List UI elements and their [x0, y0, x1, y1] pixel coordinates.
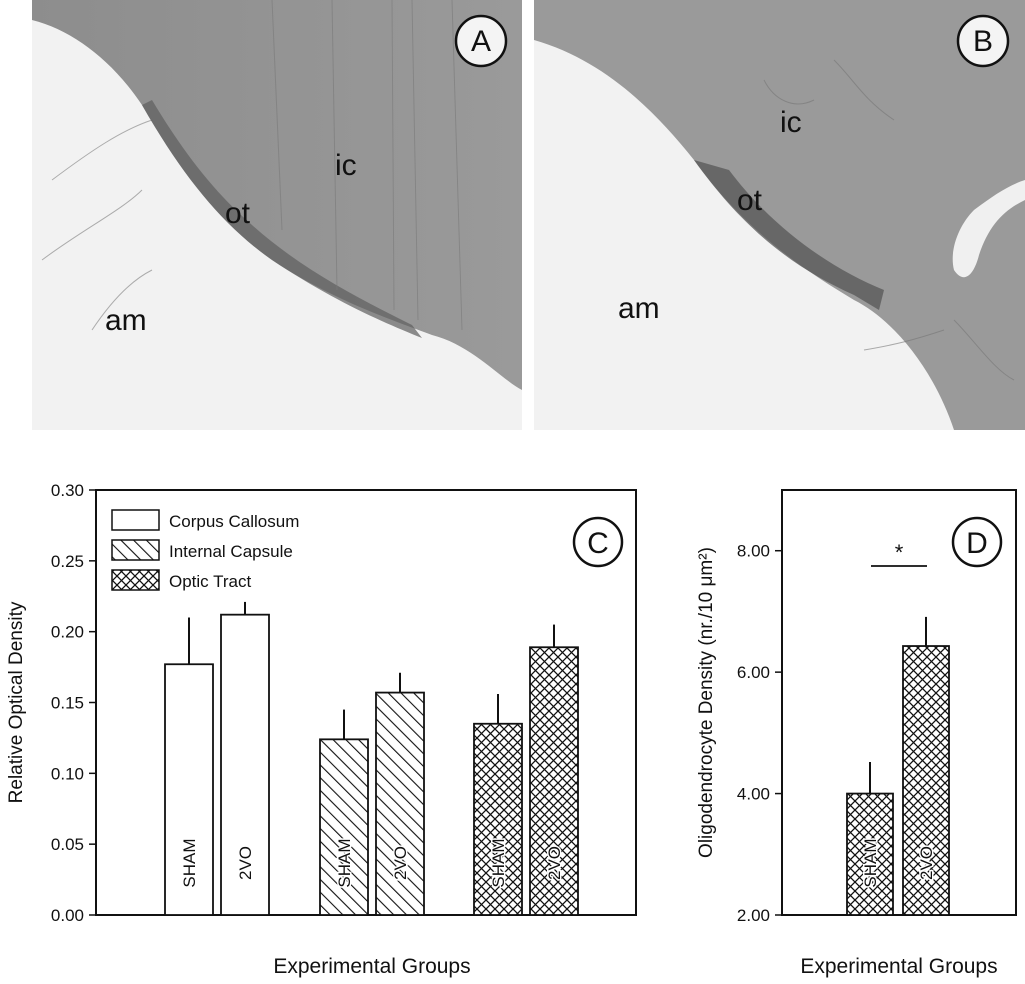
- chart-c-bar: [164, 663, 214, 916]
- panel-b-badge-circle: [956, 14, 1010, 68]
- micrograph-panel-b: B ic ot am: [534, 0, 1025, 430]
- chart-c-ytick-label: 0.25: [51, 552, 84, 571]
- chart-c-legend-swatch: [111, 539, 160, 561]
- chart-c-legend-swatch: [111, 509, 160, 531]
- chart-c-bar: [529, 646, 579, 916]
- chart-c-badge: [572, 516, 624, 568]
- chart-c-bar: [473, 722, 523, 916]
- chart-d: 2.00 4.00 6.00 8.00 Oligodendrocyte Density …: [696, 489, 1017, 978]
- label-ot-b: ot: [737, 184, 763, 217]
- chart-c-ytick-label: 0.15: [51, 694, 84, 713]
- panel-a-letter: A: [471, 25, 491, 58]
- chart-c-badge-letter: C: [587, 527, 609, 560]
- chart-c-bar-label: 2VO: [545, 846, 564, 880]
- chart-c-bar: [375, 691, 425, 916]
- chart-c-ytick-label: 0.05: [51, 835, 84, 854]
- chart-c-bar: [319, 738, 369, 916]
- chart-d-ylabel: Oligodendrocyte Density (nr./10 μm²): [696, 547, 717, 858]
- chart-c-ytick-label: 0.20: [51, 623, 84, 642]
- chart-d-bar: [846, 792, 894, 916]
- chart-c-bar-label: SHAM: [335, 838, 354, 887]
- chart-d-significance-marker: *: [895, 540, 904, 565]
- chart-c-bar-label: 2VO: [391, 846, 410, 880]
- chart-d-xlabel: Experimental Groups: [800, 955, 997, 978]
- micrograph-panel-a: A ic ot am: [32, 0, 522, 430]
- chart-c-xlabel: Experimental Groups: [273, 955, 470, 978]
- label-am-b: am: [618, 292, 660, 325]
- label-ot-a: ot: [225, 197, 251, 230]
- chart-c-legend-label: Internal Capsule: [169, 542, 293, 561]
- chart-c-bar-label: SHAM: [180, 838, 199, 887]
- chart-d-frame: [781, 489, 1017, 916]
- chart-c-legend-swatch: [111, 569, 160, 591]
- chart-d-bar-label: 2VO: [917, 846, 936, 880]
- chart-c-bar-label: 2VO: [236, 846, 255, 880]
- chart-d-badge-letter: D: [966, 527, 988, 560]
- chart-c-bar-label: SHAM: [489, 838, 508, 887]
- label-ic-a: ic: [335, 149, 357, 182]
- chart-c-ylabel: Relative Optical Density: [6, 601, 27, 803]
- chart-d-badge: [951, 516, 1003, 568]
- chart-d-bar-label: SHAM: [861, 838, 880, 887]
- chart-c-ytick-label: 0.30: [51, 481, 84, 500]
- chart-c-bar: [220, 613, 270, 916]
- chart-d-ytick-label: 4.00: [737, 785, 770, 804]
- chart-c-ytick-label: 0.10: [51, 764, 84, 783]
- label-ic-b: ic: [780, 106, 802, 139]
- chart-c-ytick-label: 0.00: [51, 906, 84, 925]
- chart-c: 0.00 0.05 0.10 0.15 0.20 0.25 0.30 Relative Opt…: [6, 481, 637, 978]
- chart-c-legend-label: Corpus Callosum: [169, 512, 299, 531]
- panel-b-letter: B: [973, 25, 993, 58]
- chart-d-ytick-label: 2.00: [737, 906, 770, 925]
- chart-d-ytick-label: 8.00: [737, 542, 770, 561]
- panel-a-badge-circle: [454, 14, 508, 68]
- label-am-a: am: [105, 304, 147, 337]
- chart-d-ytick-label: 6.00: [737, 663, 770, 682]
- chart-c-legend-label: Optic Tract: [169, 572, 251, 591]
